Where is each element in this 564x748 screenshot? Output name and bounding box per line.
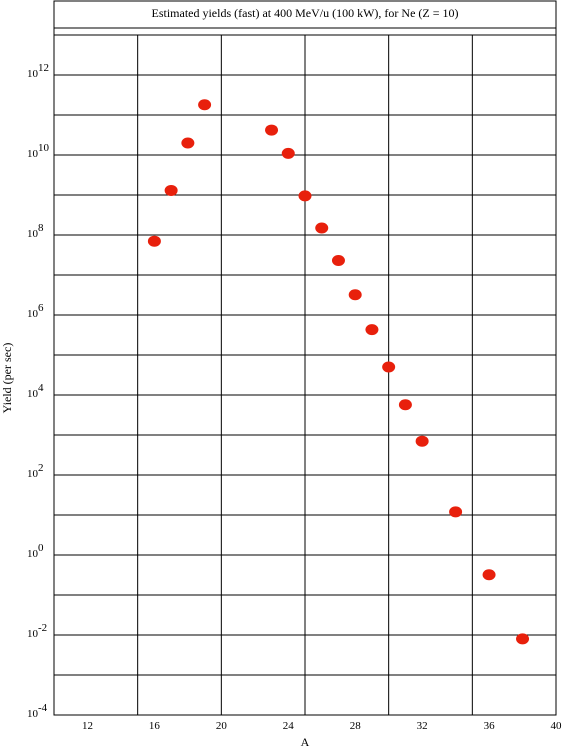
data-point — [398, 399, 412, 411]
x-tick-labels: 12 16 20 24 28 32 36 40 — [82, 720, 562, 732]
data-point — [382, 361, 396, 373]
y-tick-label: 10 — [27, 148, 39, 160]
x-tick-label: 36 — [484, 720, 496, 732]
chart-title: Estimated yields (fast) at 400 MeV/u (10… — [151, 6, 458, 20]
data-point — [265, 124, 279, 136]
y-tick-label: 10 — [27, 708, 39, 720]
y-tick-exponent: -4 — [38, 702, 48, 714]
y-axis-label: Yield (per sec) — [0, 343, 14, 414]
data-point — [147, 235, 161, 247]
data-point — [281, 147, 295, 159]
data-point — [482, 569, 496, 581]
y-tick-label: 10 — [27, 308, 39, 320]
y-tick-label: 10 — [27, 548, 39, 560]
grid — [54, 35, 556, 715]
data-point — [181, 137, 195, 149]
x-tick-label: 28 — [350, 720, 362, 732]
data-point — [198, 99, 212, 111]
y-tick-exponent: 10 — [38, 142, 50, 154]
x-tick-label: 12 — [82, 720, 93, 732]
y-tick-exponent: 2 — [38, 462, 44, 474]
y-tick-exponent: 4 — [38, 382, 44, 394]
data-point — [415, 435, 429, 447]
x-tick-label: 32 — [417, 720, 428, 732]
y-tick-exponent: 8 — [38, 222, 44, 234]
data-point — [348, 289, 362, 301]
x-tick-label: 24 — [283, 720, 295, 732]
y-tick-exponent: -2 — [38, 622, 47, 634]
data-point — [365, 324, 379, 336]
data-point — [315, 222, 329, 234]
x-tick-label: 16 — [149, 720, 161, 732]
y-tick-label: 10 — [27, 228, 39, 240]
data-point — [331, 255, 345, 267]
y-tick-exponent: 6 — [38, 302, 44, 314]
x-tick-label: 40 — [551, 720, 563, 732]
x-tick-label: 20 — [216, 720, 228, 732]
x-axis-label: A — [301, 735, 310, 748]
y-tick-exponent: 0 — [38, 542, 44, 554]
y-tick-label: 10 — [27, 388, 39, 400]
data-points — [147, 99, 530, 645]
y-tick-label: 10 — [27, 628, 39, 640]
data-point — [164, 184, 178, 196]
y-tick-label: 10 — [27, 468, 39, 480]
plot-frame — [53, 34, 557, 716]
y-tick-exponent: 12 — [38, 62, 49, 74]
data-point — [449, 506, 463, 518]
y-tick-label: 10 — [27, 68, 39, 80]
data-point — [298, 190, 312, 202]
data-point — [516, 633, 530, 645]
